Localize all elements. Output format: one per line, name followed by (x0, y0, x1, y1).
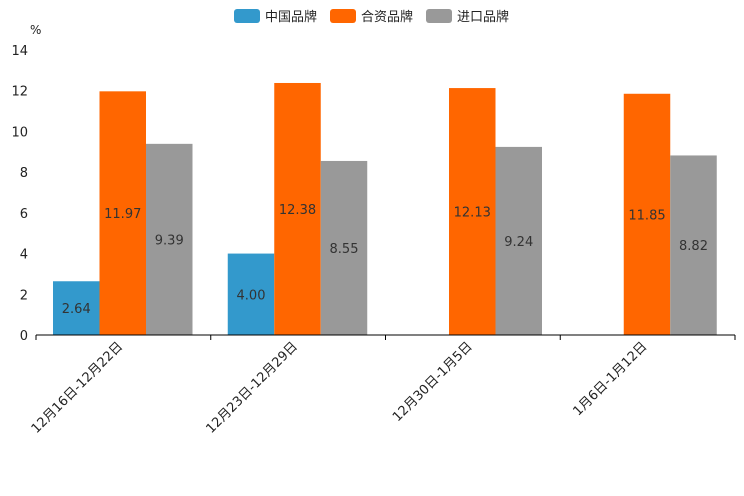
bar-2-2 (274, 82, 321, 335)
data-label: 4.00 (237, 288, 266, 303)
bar-3-1 (146, 143, 193, 335)
y-tick-label: 4 (20, 248, 28, 263)
data-label: 2.64 (62, 302, 91, 317)
y-unit-label: % (30, 23, 41, 37)
bar-1-2 (227, 253, 275, 335)
legend-swatch (234, 9, 260, 23)
legend-label: 进口品牌 (457, 9, 509, 25)
bar-3-4 (670, 155, 717, 335)
bar-1-1 (53, 281, 100, 335)
data-label: 8.82 (679, 239, 708, 254)
legend-label: 中国品牌 (265, 9, 317, 25)
y-tick-label: 12 (11, 85, 28, 100)
data-label: 12.13 (454, 206, 491, 221)
category-label: 1月6日-1月12日 (571, 339, 651, 419)
data-label: 12.38 (279, 203, 316, 218)
category-label: 12月30日-1月5日 (390, 339, 476, 425)
data-label: 9.39 (155, 233, 184, 248)
y-tick-label: 8 (20, 166, 28, 181)
legend-swatch (426, 9, 452, 23)
data-label: 11.85 (628, 208, 665, 223)
bar-3-2 (320, 160, 368, 335)
category-label: 12月23日-12月29日 (203, 339, 300, 436)
y-tick-label: 0 (20, 329, 28, 344)
legend-swatch (330, 9, 356, 23)
data-label: 11.97 (104, 207, 141, 222)
y-tick-label: 6 (20, 207, 28, 222)
bar-3-3 (495, 146, 542, 335)
legend-label: 合资品牌 (361, 9, 413, 25)
bar-2-4 (623, 93, 671, 336)
bar-2-3 (449, 88, 496, 335)
y-tick-label: 14 (11, 44, 28, 59)
y-tick-label: 2 (20, 288, 28, 303)
y-tick-label: 10 (11, 125, 28, 140)
data-label: 9.24 (504, 235, 533, 250)
bar-2-1 (99, 91, 146, 335)
category-label: 12月16日-12月22日 (29, 339, 126, 436)
data-label: 8.55 (330, 242, 359, 257)
